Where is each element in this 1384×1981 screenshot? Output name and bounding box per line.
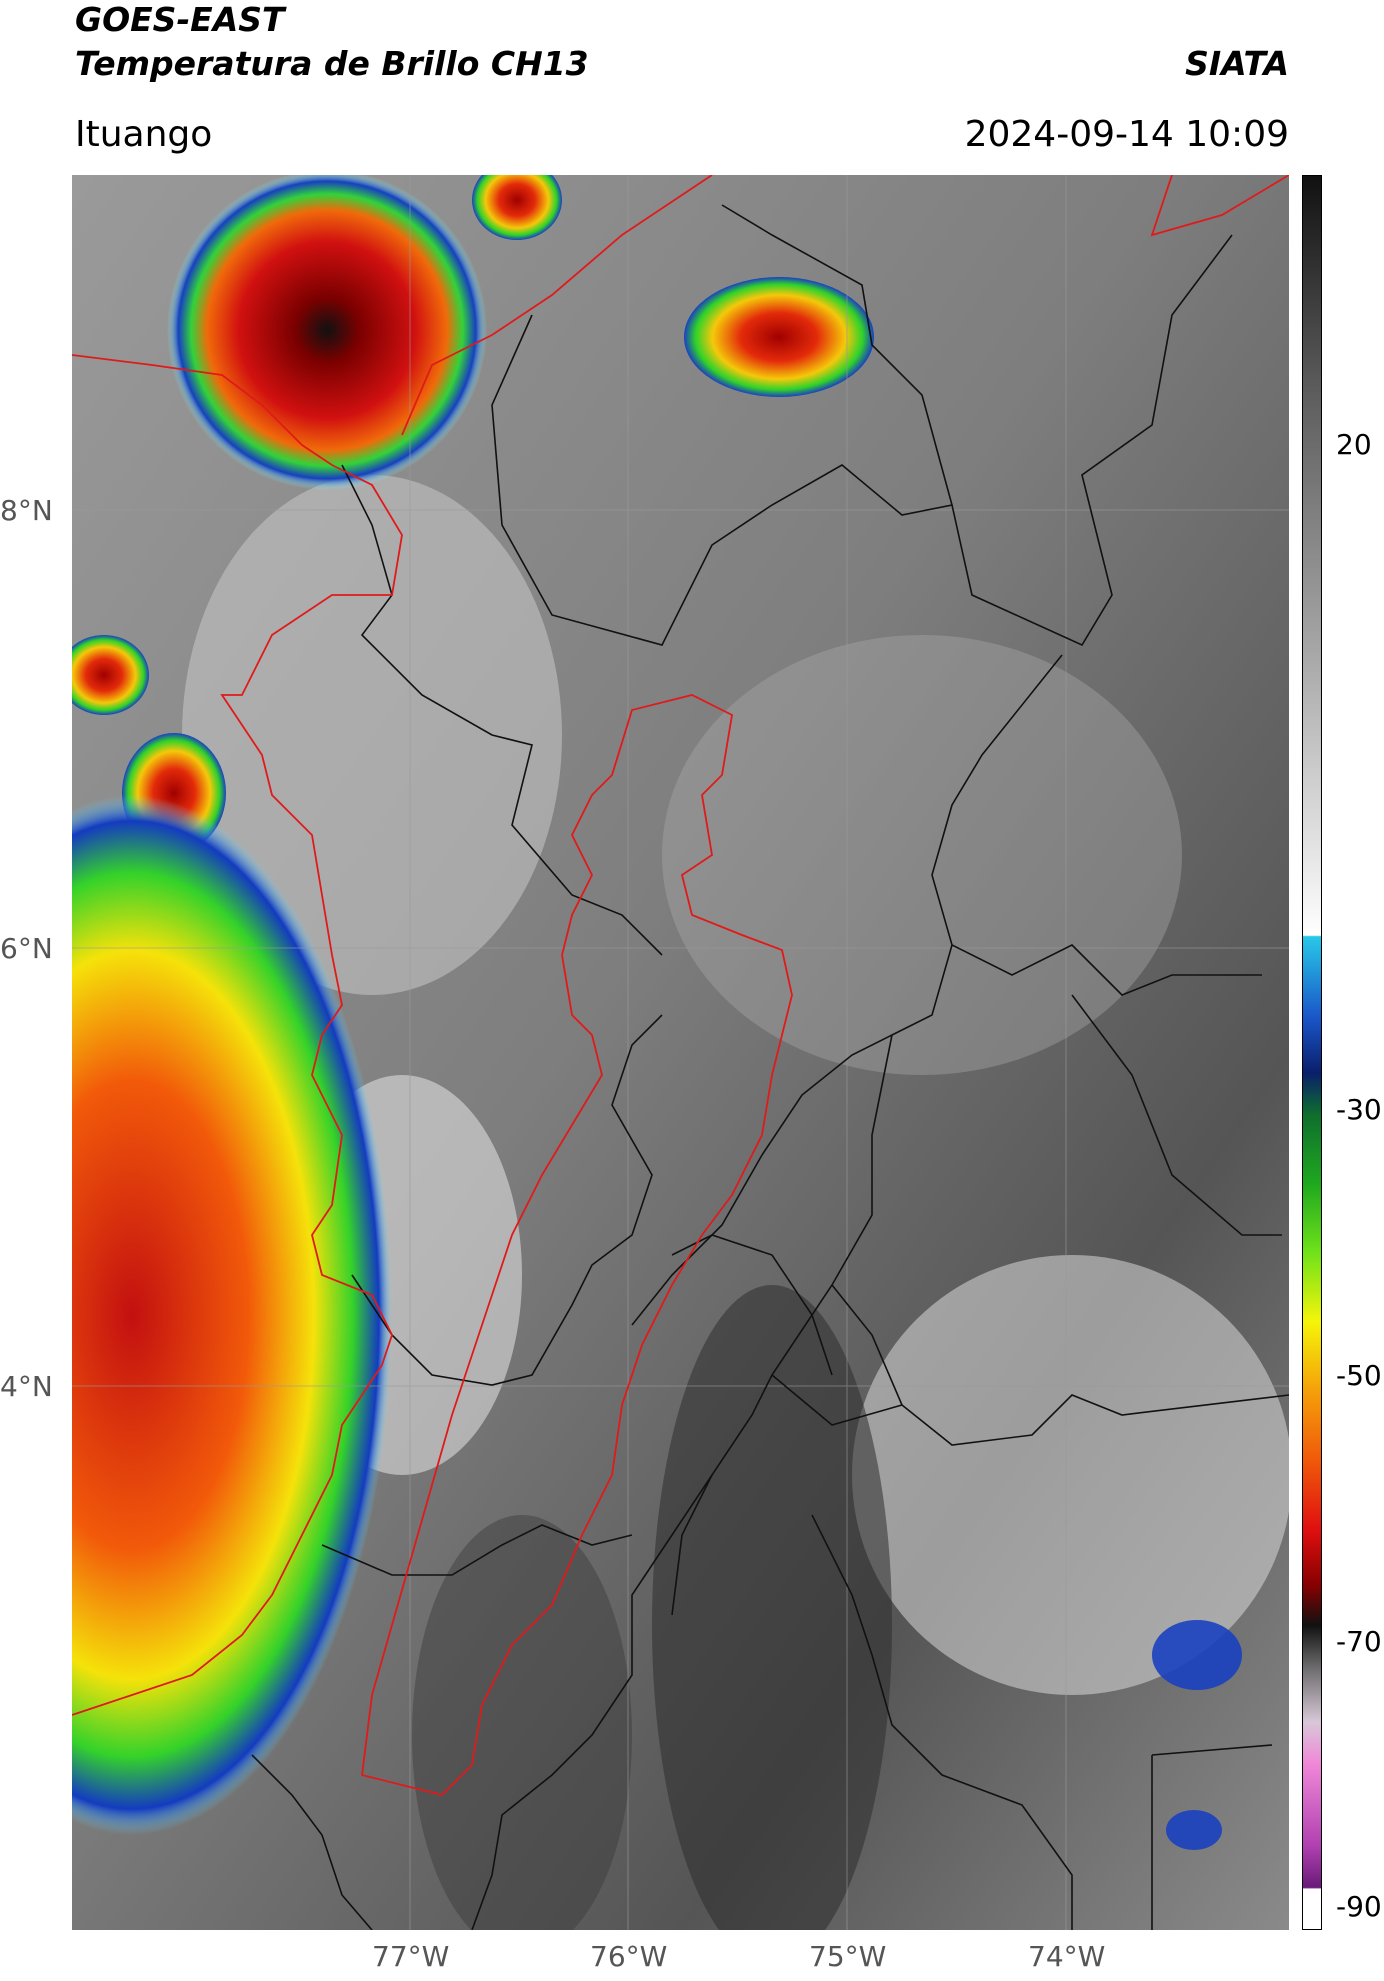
study-area-outline	[361, 694, 793, 1796]
admin-boundary	[951, 234, 1233, 647]
colorbar-tick-minus70: -70	[1336, 1625, 1382, 1658]
lat-label-4n: 4°N	[0, 1370, 53, 1403]
cloud-light	[182, 475, 562, 995]
admin-boundary	[341, 464, 663, 956]
admin-boundary	[491, 204, 953, 646]
timestamp-label: 2024-09-14 10:09	[964, 114, 1289, 155]
lon-label-76w: 76°W	[590, 1940, 668, 1973]
storm-cell	[1152, 1620, 1242, 1690]
storm-cell	[1166, 1810, 1222, 1850]
cloud-light	[662, 635, 1182, 1075]
admin-boundary	[1071, 994, 1282, 1236]
storm-cell	[72, 795, 392, 1835]
title-product: Temperatura de Brillo CH13	[75, 44, 589, 83]
coastline	[72, 354, 403, 1716]
lat-label-6n: 6°N	[0, 932, 53, 965]
admin-boundary	[351, 1014, 663, 1386]
cloud-dark	[652, 1285, 892, 1930]
lon-label-77w: 77°W	[372, 1940, 450, 1973]
cloud-dark	[412, 1515, 632, 1930]
storm-cell	[472, 175, 562, 240]
title-satellite: GOES-EAST	[75, 0, 285, 39]
colorbar-tick-minus30: -30	[1336, 1093, 1382, 1126]
admin-boundary	[471, 1474, 713, 1930]
lat-label-8n: 8°N	[0, 494, 53, 527]
coastline	[1150, 175, 1289, 237]
admin-boundary	[931, 654, 1262, 996]
org-label: SIATA	[1185, 44, 1289, 83]
colorbar-tick-minus50: -50	[1336, 1359, 1382, 1392]
storm-cell	[167, 175, 487, 490]
storm-cell	[72, 635, 149, 715]
admin-boundary	[811, 1514, 1073, 1930]
lon-label-75w: 75°W	[809, 1940, 887, 1973]
cloud-light	[852, 1255, 1289, 1695]
lon-label-74w: 74°W	[1028, 1940, 1106, 1973]
colorbar-tick-minus90: -90	[1336, 1890, 1382, 1923]
storm-cell	[684, 277, 874, 397]
admin-boundary	[251, 1754, 373, 1930]
admin-boundary	[831, 1284, 903, 1406]
colorbar	[1302, 175, 1322, 1930]
coastline	[401, 175, 713, 436]
location-label: Ituango	[75, 114, 213, 155]
colorbar-tick-20: 20	[1336, 428, 1372, 461]
admin-boundary	[1151, 1744, 1273, 1756]
admin-boundary	[771, 1374, 1289, 1446]
map-canvas	[72, 175, 1289, 1930]
admin-boundary	[321, 1524, 633, 1576]
